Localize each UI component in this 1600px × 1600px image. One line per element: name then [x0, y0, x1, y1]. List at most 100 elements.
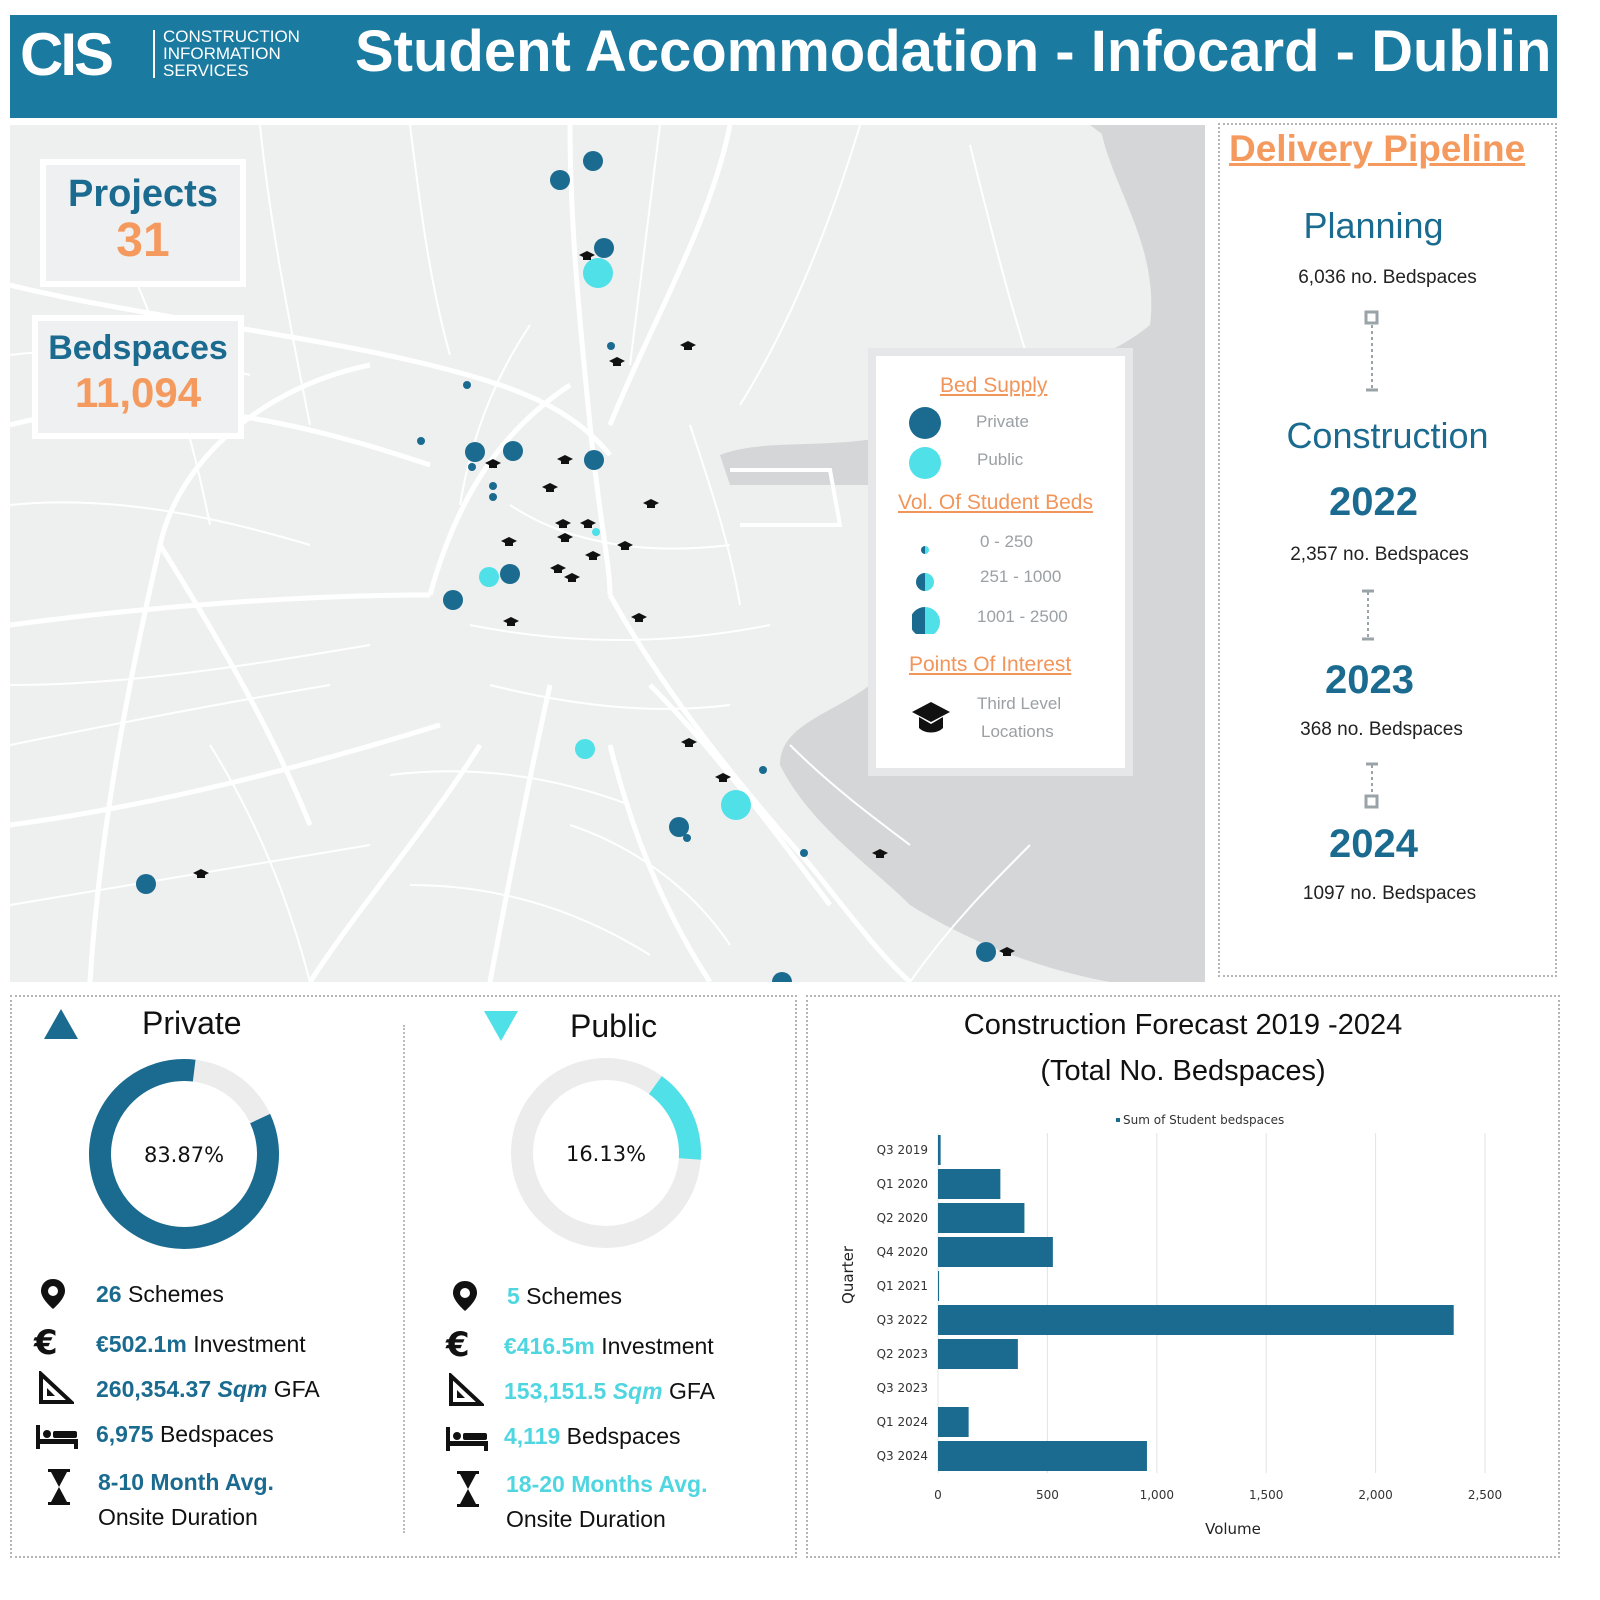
bedspaces-label: Bedspaces	[48, 329, 228, 367]
logo-divider	[153, 30, 155, 78]
bar-q3-2024	[938, 1441, 1147, 1471]
bar-q1-2024	[938, 1407, 969, 1437]
hourglass-icon	[48, 1469, 70, 1505]
bed-icon	[446, 1427, 488, 1451]
euro-icon: €	[446, 1325, 470, 1365]
x-axis-label: Volume	[1205, 1520, 1261, 1538]
bar-q1-2020	[938, 1169, 1001, 1199]
public-gfa-num: 153,151.5	[504, 1378, 607, 1404]
public-beds-txt: Bedspaces	[560, 1423, 681, 1449]
private-schemes: 26 Schemes	[96, 1281, 224, 1308]
private-triangle-icon	[44, 1009, 78, 1039]
legend-poi-title: Points Of Interest	[909, 653, 1072, 676]
public-swatch-icon	[909, 447, 941, 479]
bed-icon	[36, 1425, 78, 1449]
private-title: Private	[142, 1005, 242, 1041]
public-triangle-icon	[484, 1011, 518, 1041]
public-beds-num: 4,119	[504, 1423, 561, 1449]
legend-volume-swatches	[912, 546, 940, 634]
projects-box: Projects 31	[40, 159, 246, 287]
pipeline-2023-value: 368 no. Bedspaces	[1300, 719, 1463, 740]
construction-forecast-panel: Construction Forecast 2019 -2024 (Total …	[806, 995, 1560, 1558]
pipeline-title: Delivery Pipeline	[1229, 128, 1526, 169]
y-tick-label: Q2 2020	[877, 1211, 928, 1225]
private-beds-num: 6,975	[96, 1421, 154, 1447]
public-investment-txt: Investment	[594, 1333, 714, 1359]
bar-q2-2023	[938, 1339, 1018, 1369]
private-gfa-num: 260,354.37	[96, 1376, 212, 1402]
pipeline-2024-value: 1097 no. Bedspaces	[1302, 883, 1477, 904]
legend-poi-line2: Locations	[981, 722, 1054, 741]
legend-swatch	[1116, 1118, 1120, 1122]
logo-text: CONSTRUCTION INFORMATION SERVICES	[163, 28, 300, 79]
public-project-markers	[479, 258, 751, 820]
private-beds-txt: Bedspaces	[153, 1421, 274, 1447]
public-schemes-txt: Schemes	[519, 1283, 623, 1309]
pipeline-2022-value: 2,357 no. Bedspaces	[1290, 544, 1469, 565]
logo-line-3: SERVICES	[163, 61, 249, 80]
x-tick-label: 1,500	[1249, 1488, 1283, 1502]
legend-vol-large: 1001 - 2500	[977, 607, 1068, 626]
bar-q2-2020	[938, 1203, 1025, 1233]
y-tick-label: Q4 2020	[877, 1245, 928, 1259]
public-title: Public	[570, 1008, 658, 1044]
projects-value: 31	[116, 214, 170, 267]
vol-large-icon	[912, 607, 940, 634]
pipeline-connector-3	[1364, 762, 1379, 809]
howth-water	[1090, 125, 1205, 205]
port-land	[730, 485, 870, 545]
chart-y-tick-labels: Q3 2019 Q1 2020 Q2 2020 Q4 2020 Q1 2021 Q3 20…	[877, 1143, 928, 1463]
vol-medium-icon	[916, 573, 934, 591]
vol-small-icon	[921, 546, 929, 554]
public-donut: 16.13%	[511, 1058, 701, 1248]
y-tick-label: Q1 2021	[877, 1279, 928, 1293]
public-percent: 16.13%	[566, 1142, 646, 1166]
public-duration-num: 18-20 Months Avg.	[506, 1471, 708, 1497]
public-gfa-txt: GFA	[662, 1378, 715, 1404]
private-swatch-icon	[909, 407, 941, 439]
x-tick-label: 500	[1036, 1488, 1059, 1502]
private-schemes-num: 26	[96, 1281, 122, 1307]
private-investment-num: €502.1m	[96, 1331, 187, 1357]
set-square-icon	[449, 1373, 484, 1406]
panel-divider	[403, 1025, 405, 1533]
y-tick-label: Q3 2024	[877, 1449, 928, 1463]
chart-title-line1: Construction Forecast 2019 -2024	[963, 1009, 1403, 1041]
x-tick-label: 2,000	[1358, 1488, 1392, 1502]
private-schemes-txt: Schemes	[121, 1281, 224, 1307]
private-donut: 83.87%	[89, 1059, 279, 1249]
public-schemes-num: 5	[507, 1283, 520, 1309]
public-duration: 18-20 Months Avg. Onsite Duration	[506, 1471, 708, 1533]
public-investment-num: €416.5m	[504, 1333, 595, 1359]
x-tick-label: 2,500	[1468, 1488, 1502, 1502]
public-duration-txt: Onsite Duration	[506, 1506, 666, 1532]
legend-supply-swatches	[909, 407, 941, 479]
graduation-cap-icon	[912, 702, 950, 733]
header-bar	[10, 15, 1557, 118]
public-gfa-unit: Sqm	[606, 1378, 663, 1404]
pipeline-year-2023: 2023	[1325, 658, 1414, 702]
y-tick-label: Q3 2019	[877, 1143, 928, 1157]
private-beds: 6,975 Bedspaces	[96, 1421, 274, 1448]
y-tick-label: Q1 2020	[877, 1177, 928, 1191]
private-duration-txt: Onsite Duration	[98, 1504, 258, 1530]
chart-legend: Sum of Student bedspaces	[1123, 1113, 1284, 1127]
private-gfa-txt: GFA	[267, 1376, 320, 1402]
y-tick-label: Q3 2022	[877, 1313, 928, 1327]
bedspaces-value: 11,094	[74, 369, 202, 416]
bar-q3-2019	[938, 1135, 941, 1165]
legend-vol-medium: 251 - 1000	[980, 567, 1062, 586]
x-tick-label: 0	[934, 1488, 942, 1502]
map-legend: Bed Supply Private Public Vol. Of Studen…	[868, 348, 1133, 776]
legend-bed-supply-title: Bed Supply	[940, 374, 1048, 397]
port-road	[730, 468, 843, 527]
public-gfa: 153,151.5 Sqm GFA	[504, 1378, 715, 1405]
private-duration-num: 8-10 Month Avg.	[98, 1469, 274, 1495]
private-project-markers	[136, 151, 996, 982]
public-donut-arc	[648, 1076, 701, 1160]
pipeline-planning-value: 6,036 no. Bedspaces	[1298, 267, 1477, 288]
legend-public: Public	[977, 450, 1024, 469]
chart-x-tick-labels: 0 500 1,000 1,500 2,000 2,500	[934, 1488, 1502, 1502]
y-axis-label: Quarter	[839, 1245, 857, 1304]
pipeline-year-2024: 2024	[1329, 822, 1418, 866]
